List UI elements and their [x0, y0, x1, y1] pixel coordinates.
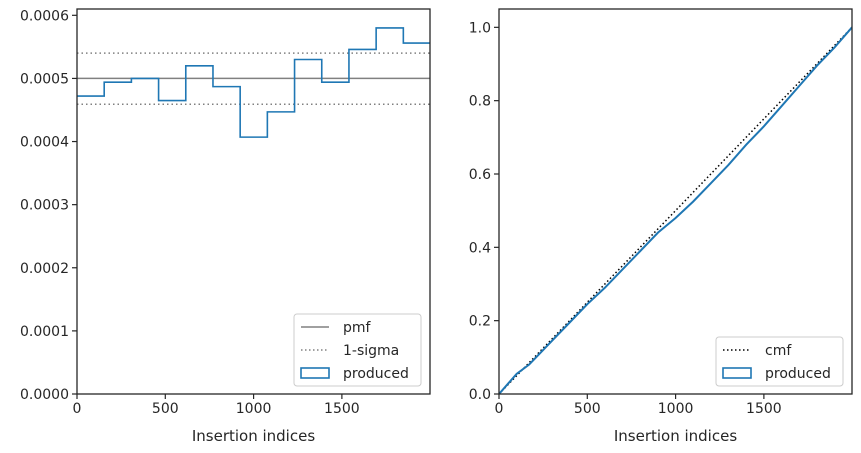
legend-label-cmf: cmf [765, 343, 792, 359]
x-axis-label: Insertion indices [192, 427, 315, 445]
y-tick-label: 0.0002 [20, 261, 69, 277]
axes-frame [76, 8, 431, 395]
y-tick-label: 0.0004 [20, 135, 69, 151]
x-tick-label: 0 [73, 401, 82, 417]
cmf-line [499, 26, 852, 394]
y-tick-label: 0.0003 [20, 198, 69, 214]
legend-produced-swatch [722, 367, 752, 379]
y-tick-label: 0.2 [469, 314, 491, 330]
legend-label-produced: produced [343, 366, 409, 382]
y-tick-label: 0.8 [469, 94, 491, 110]
y-tick-label: 0.4 [469, 240, 491, 256]
y-tick-label: 0.0005 [20, 71, 69, 87]
legend-label-1-sigma: 1-sigma [343, 343, 399, 359]
plot-area [499, 26, 852, 394]
plot-area [77, 27, 430, 138]
y-tick-label: 0.0000 [20, 387, 69, 403]
x-axis-label: Insertion indices [614, 427, 737, 445]
y-tick-label: 0.0001 [20, 324, 69, 340]
legend-produced-swatch [300, 367, 330, 379]
produced-cumulative-line [499, 26, 852, 394]
right-chart-cmf: 0 500 1000 1500 0.0 0.2 0.4 0.6 0.8 1.0 Insertion … [469, 8, 853, 445]
y-tick-label: 1.0 [469, 20, 491, 36]
x-tick-label: 1500 [324, 401, 360, 417]
x-tick-label: 500 [152, 401, 179, 417]
x-tick-label: 500 [574, 401, 601, 417]
x-tick-label: 0 [495, 401, 504, 417]
axes-frame [498, 8, 853, 395]
y-tick-label: 0.0006 [20, 8, 69, 24]
legend-label-pmf: pmf [343, 320, 372, 336]
x-tick-label: 1000 [658, 401, 694, 417]
y-tick-label: 0.0 [469, 387, 491, 403]
x-tick-label: 1500 [746, 401, 782, 417]
y-tick-label: 0.6 [469, 167, 491, 183]
x-tick-label: 1000 [236, 401, 272, 417]
left-chart-pmf: 0 500 1000 1500 0.0000 0.0001 0.0002 0.0003 0.00… [20, 8, 431, 445]
legend-label-produced: produced [765, 366, 831, 382]
produced-step-line [77, 27, 430, 138]
